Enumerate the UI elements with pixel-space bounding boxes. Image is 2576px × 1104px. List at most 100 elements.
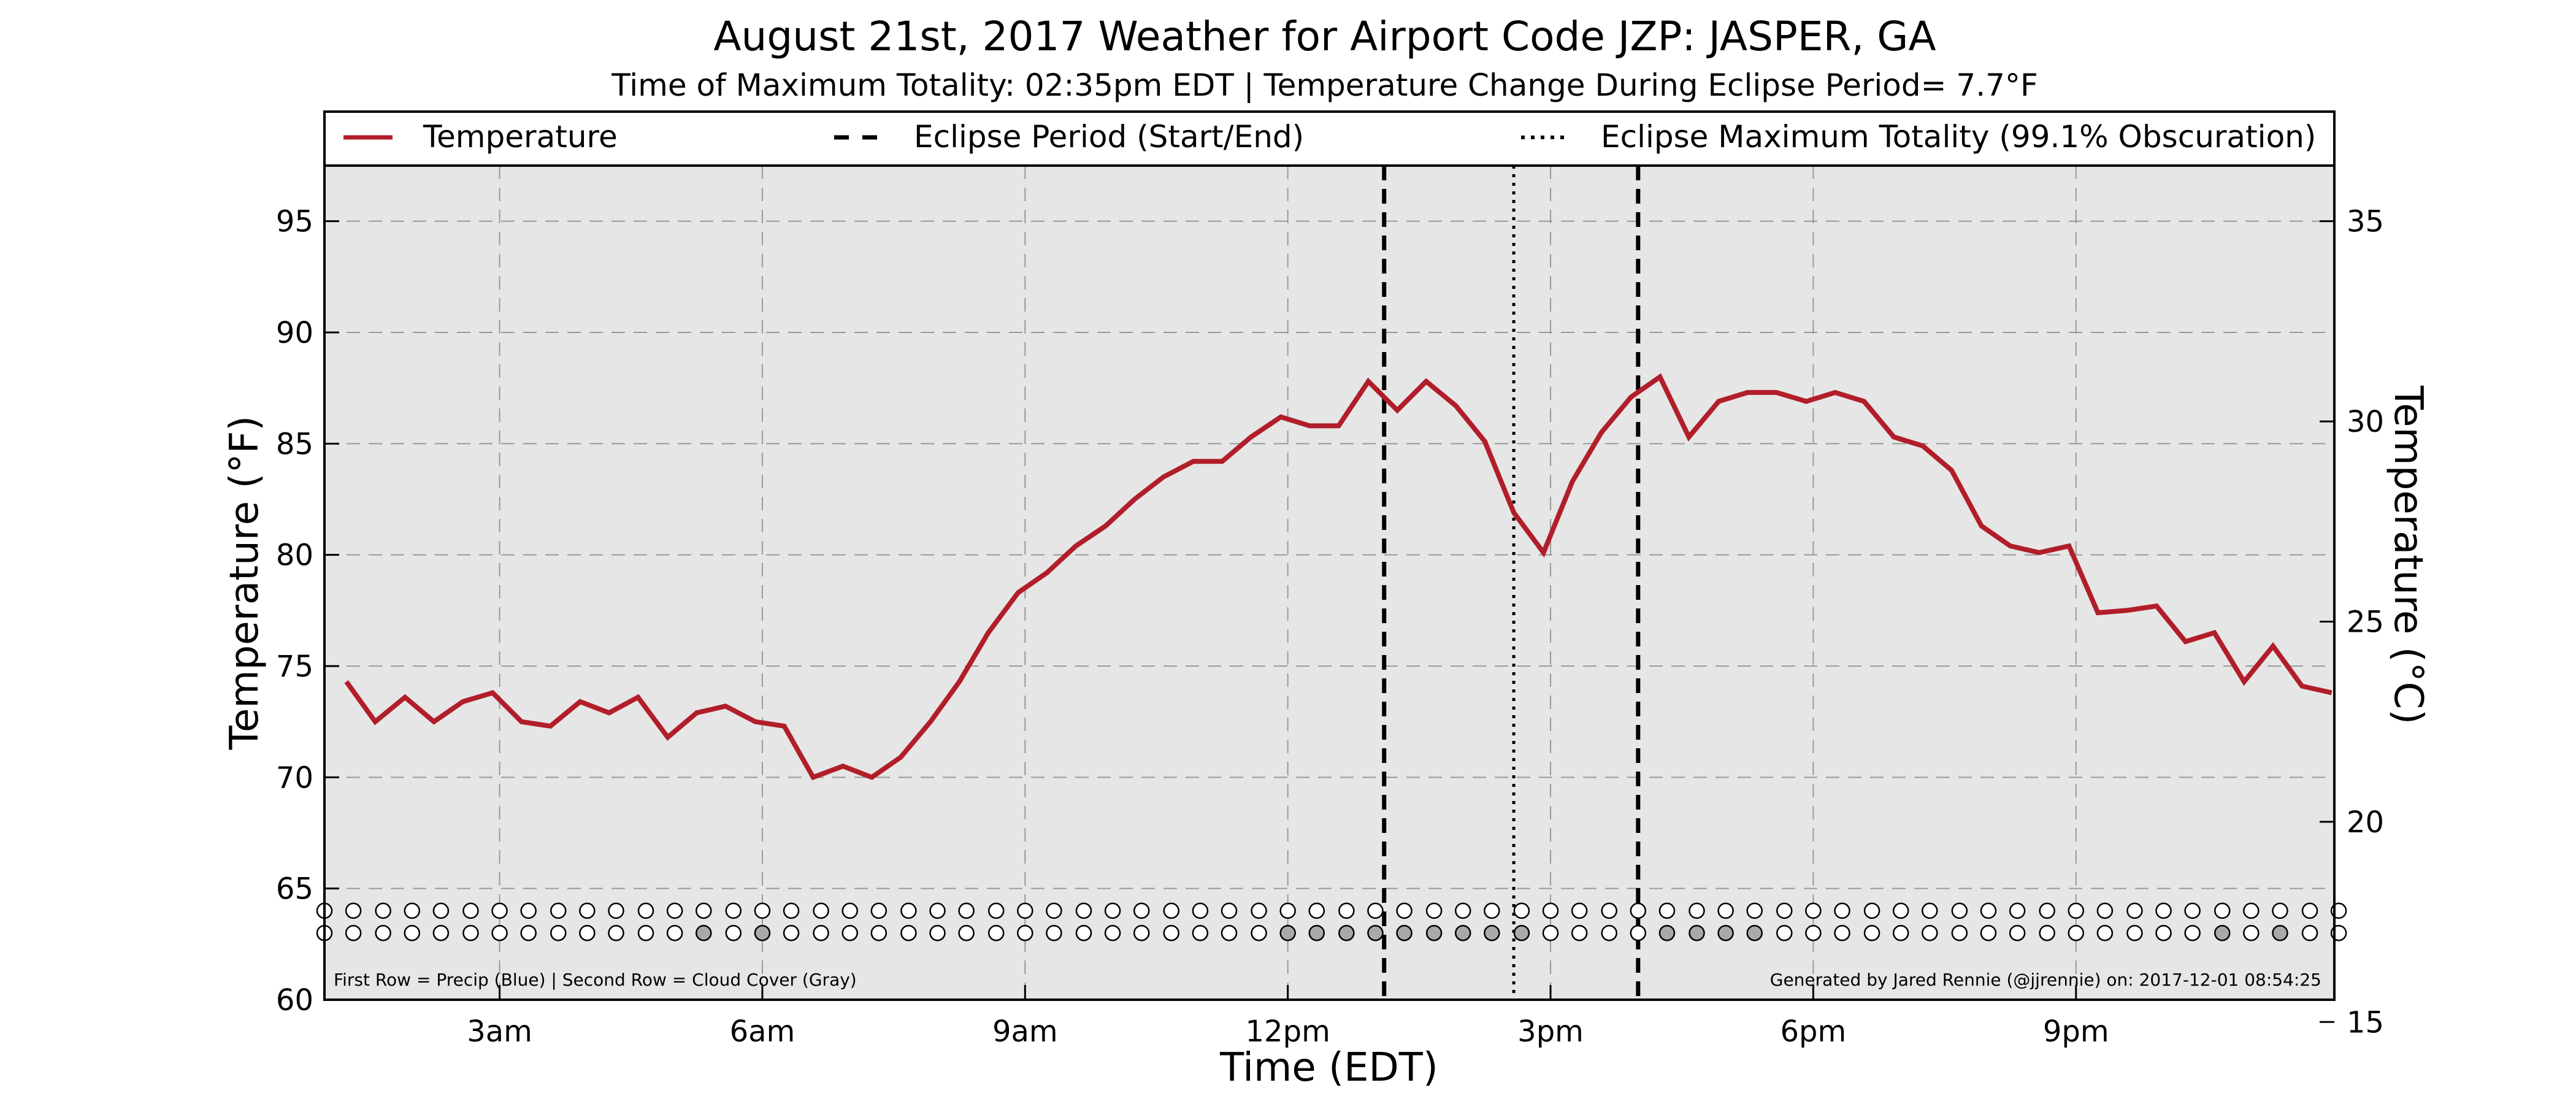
- cloud-indicator: [1338, 924, 1355, 941]
- precip-indicator: [900, 902, 917, 919]
- cloud-indicator: [637, 924, 654, 941]
- cloud-indicator: [462, 924, 479, 941]
- cloud-indicator: [1601, 924, 1617, 941]
- cloud-indicator: [929, 924, 946, 941]
- y-left-tick-label-90: 90: [276, 316, 313, 350]
- y-left-tick-label-75: 75: [276, 650, 313, 684]
- x-tick-label-9am: 9am: [992, 1014, 1058, 1049]
- precip-indicator: [666, 902, 683, 919]
- precip-indicator: [1396, 902, 1413, 919]
- precip-indicator: [841, 902, 858, 919]
- cloud-indicator: [1630, 924, 1647, 941]
- precip-indicator: [2126, 902, 2143, 919]
- cloud-indicator: [550, 924, 567, 941]
- cloud-indicator: [2184, 924, 2201, 941]
- cloud-indicator: [900, 924, 917, 941]
- y-right-tick-label-15: 15: [2347, 1005, 2384, 1040]
- cloud-indicator: [1104, 924, 1121, 941]
- cloud-indicator: [2126, 924, 2143, 941]
- cloud-indicator: [1834, 924, 1850, 941]
- eclipse-lines: [1382, 166, 1641, 1000]
- precip-indicator: [987, 902, 1005, 919]
- precip-indicator: [2068, 902, 2085, 919]
- x-axis-ticks: 3am 6am 9am 12pm 3pm 6pm 9pm: [467, 985, 2109, 1049]
- precip-indicator: [1075, 902, 1092, 919]
- precip-indicator: [958, 902, 975, 919]
- cloud-indicator: [1805, 924, 1822, 941]
- legend-eclipse-max-label: Eclipse Maximum Totality (99.1% Obscurat…: [1601, 119, 2316, 155]
- y-left-tick-label-95: 95: [276, 205, 313, 239]
- precip-indicator: [1017, 902, 1033, 919]
- precip-indicator: [813, 902, 829, 919]
- precip-indicator: [404, 902, 421, 919]
- chart-title: August 21st, 2017 Weather for Airport Co…: [713, 13, 1936, 60]
- cloud-indicator: [1776, 924, 1793, 941]
- precip-indicator: [1892, 902, 1909, 919]
- precip-indicator: [929, 902, 946, 919]
- cloud-indicator: [958, 924, 975, 941]
- x-tick-label-3am: 3am: [467, 1014, 532, 1049]
- x-tick-label-6am: 6am: [730, 1014, 795, 1049]
- precip-indicator: [725, 902, 742, 919]
- cloud-indicator: [1513, 924, 1530, 941]
- y-right-tick-label-20: 20: [2347, 805, 2384, 840]
- y-right-tick-label-30: 30: [2347, 405, 2384, 439]
- precip-indicator: [2096, 902, 2114, 919]
- cloud-indicator: [1163, 924, 1180, 941]
- cloud-indicator: [1455, 924, 1471, 941]
- indicator-rows: [316, 902, 2347, 941]
- precip-indicator: [1425, 902, 1443, 919]
- cloud-indicator: [725, 924, 742, 941]
- cloud-indicator: [1571, 924, 1588, 941]
- precip-indicator: [2301, 902, 2318, 919]
- precip-indicator: [1834, 902, 1850, 919]
- precip-indicator: [2039, 902, 2055, 919]
- precip-indicator: [2214, 902, 2231, 919]
- precip-indicator: [783, 902, 800, 919]
- precip-indicator: [462, 902, 479, 919]
- cloud-indicator: [1425, 924, 1443, 941]
- cloud-indicator: [1396, 924, 1413, 941]
- footnote-left: First Row = Precip (Blue) | Second Row =…: [334, 970, 857, 990]
- precip-indicator: [1922, 902, 1938, 919]
- precip-indicator: [375, 902, 391, 919]
- cloud-indicator: [491, 924, 508, 941]
- cloud-indicator: [1863, 924, 1880, 941]
- precip-indicator: [2009, 902, 2026, 919]
- cloud-indicator: [1075, 924, 1092, 941]
- precip-indicator: [1805, 902, 1822, 919]
- precip-indicator: [1163, 902, 1180, 919]
- cloud-indicator: [1484, 924, 1500, 941]
- cloud-indicator: [579, 924, 596, 941]
- cloud-indicator: [1922, 924, 1938, 941]
- precip-indicator: [2243, 902, 2260, 919]
- cloud-indicator: [1367, 924, 1384, 941]
- cloud-indicator: [2272, 924, 2288, 941]
- y-axis-left-ticks: 60 65 70 75 80 85 90 95: [276, 205, 339, 1018]
- y-right-tick-label-25: 25: [2347, 605, 2384, 639]
- cloud-indicator: [754, 924, 771, 941]
- precip-indicator: [520, 902, 537, 919]
- precip-indicator: [696, 902, 712, 919]
- y-axis-left-label: Temperature (°F): [222, 416, 267, 751]
- chart-subtitle: Time of Maximum Totality: 02:35pm EDT | …: [611, 67, 2037, 103]
- y-left-tick-label-60: 60: [276, 983, 313, 1018]
- y-axis-right-ticks: 15 20 25 30 35: [2320, 205, 2384, 1040]
- precip-indicator: [1338, 902, 1355, 919]
- precip-indicator: [1658, 902, 1676, 919]
- cloud-indicator: [404, 924, 421, 941]
- precip-indicator: [1133, 902, 1150, 919]
- precip-indicator: [1046, 902, 1062, 919]
- cloud-indicator: [520, 924, 537, 941]
- cloud-indicator: [1746, 924, 1763, 941]
- precip-indicator: [550, 902, 567, 919]
- footnote-right: Generated by Jared Rennie (@jjrennie) on…: [1770, 970, 2321, 990]
- cloud-indicator: [2155, 924, 2172, 941]
- precip-indicator: [1776, 902, 1793, 919]
- cloud-indicator: [1279, 924, 1296, 941]
- x-axis-label: Time (EDT): [1219, 1045, 1438, 1091]
- precip-indicator: [1367, 902, 1384, 919]
- x-tick-label-12pm: 12pm: [1246, 1014, 1330, 1049]
